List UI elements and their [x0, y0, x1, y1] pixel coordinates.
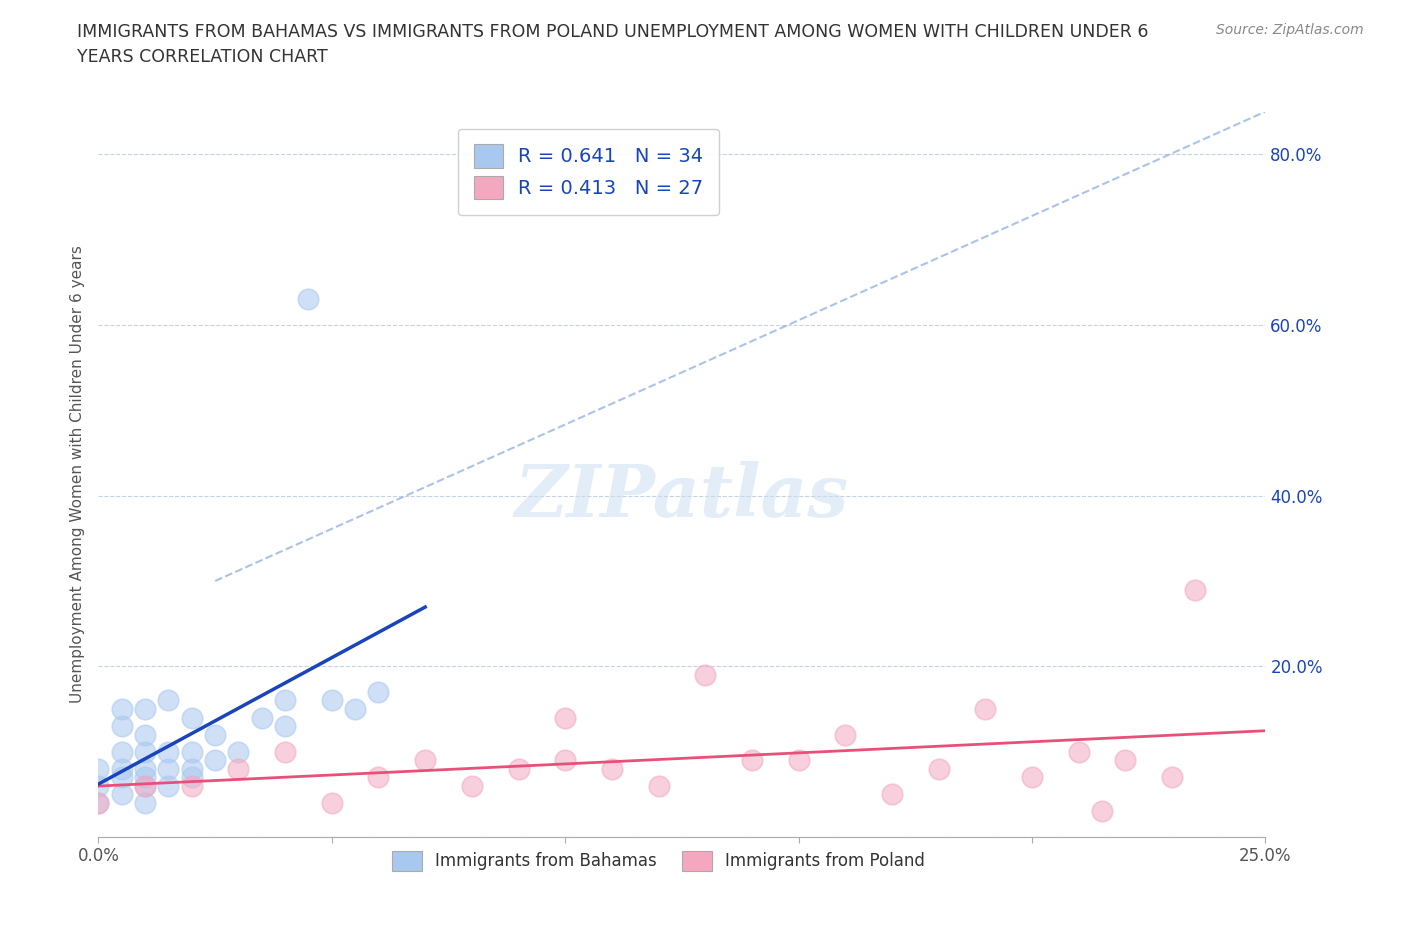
Point — [508, 762, 530, 777]
Point — [974, 701, 997, 716]
Point — [180, 770, 202, 785]
Point — [1184, 582, 1206, 597]
Point — [134, 795, 156, 810]
Point — [204, 752, 226, 767]
Point — [554, 752, 576, 767]
Point — [111, 770, 134, 785]
Point — [228, 762, 250, 777]
Point — [928, 762, 950, 777]
Point — [274, 719, 297, 734]
Point — [134, 770, 156, 785]
Point — [111, 719, 134, 734]
Point — [741, 752, 763, 767]
Point — [111, 744, 134, 759]
Point — [87, 795, 110, 810]
Point — [461, 778, 484, 793]
Point — [228, 744, 250, 759]
Point — [134, 778, 156, 793]
Point — [1021, 770, 1043, 785]
Point — [344, 701, 367, 716]
Point — [787, 752, 810, 767]
Text: ZIPatlas: ZIPatlas — [515, 460, 849, 532]
Point — [111, 762, 134, 777]
Point — [134, 778, 156, 793]
Point — [111, 787, 134, 802]
Point — [87, 795, 110, 810]
Point — [880, 787, 903, 802]
Point — [695, 668, 717, 683]
Point — [1114, 752, 1136, 767]
Text: Source: ZipAtlas.com: Source: ZipAtlas.com — [1216, 23, 1364, 37]
Point — [1067, 744, 1090, 759]
Point — [87, 762, 110, 777]
Point — [600, 762, 623, 777]
Point — [134, 701, 156, 716]
Point — [250, 711, 273, 725]
Point — [1161, 770, 1184, 785]
Point — [297, 292, 319, 307]
Point — [87, 778, 110, 793]
Point — [134, 744, 156, 759]
Point — [157, 762, 180, 777]
Point — [180, 762, 202, 777]
Point — [274, 693, 297, 708]
Point — [321, 693, 343, 708]
Point — [180, 711, 202, 725]
Point — [367, 770, 389, 785]
Point — [180, 744, 202, 759]
Legend: Immigrants from Bahamas, Immigrants from Poland: Immigrants from Bahamas, Immigrants from… — [384, 843, 934, 880]
Point — [274, 744, 297, 759]
Point — [834, 727, 856, 742]
Point — [157, 693, 180, 708]
Y-axis label: Unemployment Among Women with Children Under 6 years: Unemployment Among Women with Children U… — [69, 246, 84, 703]
Point — [134, 762, 156, 777]
Point — [321, 795, 343, 810]
Text: IMMIGRANTS FROM BAHAMAS VS IMMIGRANTS FROM POLAND UNEMPLOYMENT AMONG WOMEN WITH : IMMIGRANTS FROM BAHAMAS VS IMMIGRANTS FR… — [77, 23, 1149, 41]
Point — [180, 778, 202, 793]
Point — [1091, 804, 1114, 818]
Point — [413, 752, 436, 767]
Point — [157, 744, 180, 759]
Point — [554, 711, 576, 725]
Point — [157, 778, 180, 793]
Point — [204, 727, 226, 742]
Point — [134, 727, 156, 742]
Text: YEARS CORRELATION CHART: YEARS CORRELATION CHART — [77, 48, 328, 66]
Point — [111, 701, 134, 716]
Point — [647, 778, 669, 793]
Point — [367, 684, 389, 699]
